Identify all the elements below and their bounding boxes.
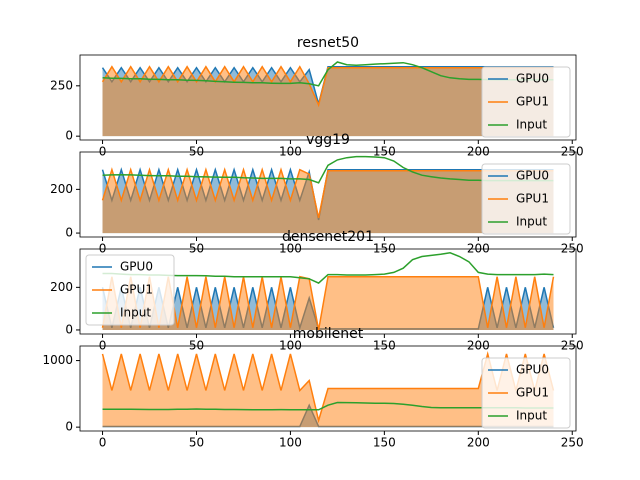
- area: [102, 66, 554, 137]
- x-tick-label: 50: [189, 242, 204, 256]
- legend-label: Input: [516, 409, 547, 423]
- subplot: vgg19 0 50 100 150 200 250 0 200 GPU0 GPU1 Input: [50, 132, 584, 256]
- legend-label: GPU0: [516, 72, 549, 86]
- series-line: [102, 252, 554, 284]
- x-tick-label: 250: [561, 242, 584, 256]
- x-tick-label: 50: [189, 436, 204, 450]
- legend-label: Input: [120, 306, 151, 320]
- x-tick-label: 50: [189, 339, 204, 353]
- series-line: [101, 275, 555, 331]
- y-tick-label: 200: [50, 182, 73, 196]
- series-line: [101, 65, 554, 107]
- series-line: [102, 155, 554, 184]
- series-line: [102, 401, 554, 411]
- x-tick-label: 150: [373, 145, 396, 159]
- x-tick-label: 200: [467, 145, 490, 159]
- subplot: resnet50 0 50 100 150 200 250 0 250 GPU0 GPU1 Input: [50, 35, 584, 159]
- legend-box: [481, 163, 571, 235]
- x-tick-label: 150: [373, 339, 396, 353]
- x-tick-label: 0: [99, 242, 107, 256]
- area: [102, 287, 554, 330]
- x-tick-label: 200: [467, 242, 490, 256]
- x-tick-label: 150: [373, 436, 396, 450]
- x-tick-label: 250: [561, 339, 584, 353]
- subplot-title: densenet201: [282, 229, 374, 245]
- series-line: [101, 167, 554, 218]
- legend-label: GPU0: [516, 169, 549, 183]
- y-tick-label: 200: [50, 280, 73, 294]
- y-tick-label: 1000: [42, 353, 73, 367]
- x-tick-label: 250: [561, 145, 584, 159]
- y-tick-label: 250: [50, 78, 73, 92]
- y-tick-label: 0: [65, 420, 73, 434]
- legend-label: GPU0: [516, 363, 549, 377]
- axes-frame: [79, 151, 577, 238]
- area: [102, 276, 554, 330]
- legend-box: [481, 66, 571, 138]
- legend: GPU0 GPU1 Input: [481, 66, 571, 138]
- legend-label: GPU1: [516, 95, 549, 109]
- axes-frame: [79, 248, 577, 335]
- x-tick-label: 100: [279, 145, 302, 159]
- series-line: [102, 61, 554, 87]
- x-tick-label: 200: [467, 436, 490, 450]
- series-line: [101, 167, 554, 221]
- legend-label: Input: [516, 215, 547, 229]
- y-tick-label: 0: [65, 129, 73, 143]
- legend-label: GPU1: [120, 283, 153, 297]
- axes-frame: [79, 345, 577, 432]
- x-tick-label: 250: [561, 436, 584, 450]
- y-tick-label: 0: [65, 226, 73, 240]
- x-tick-label: 0: [99, 436, 107, 450]
- x-tick-label: 0: [99, 339, 107, 353]
- x-tick-label: 200: [467, 339, 490, 353]
- legend-box: [85, 254, 175, 326]
- subplot-title: vgg19: [306, 132, 350, 148]
- legend: GPU0 GPU1 Input: [481, 163, 571, 235]
- x-tick-label: 150: [373, 242, 396, 256]
- legend: GPU0 GPU1 Input: [481, 357, 571, 429]
- x-tick-label: 0: [99, 145, 107, 159]
- x-tick-label: 100: [279, 436, 302, 450]
- legend: GPU0 GPU1 Input: [85, 254, 175, 326]
- x-tick-label: 100: [279, 242, 302, 256]
- y-tick-label: 0: [65, 322, 73, 336]
- subplot-title: mobilenet: [293, 326, 364, 342]
- series-line: [101, 350, 555, 424]
- series-line: [101, 65, 554, 108]
- area: [102, 169, 554, 234]
- legend-label: GPU0: [120, 260, 153, 274]
- legend-label: Input: [516, 118, 547, 132]
- legend-label: GPU1: [516, 192, 549, 206]
- axes-frame: [79, 54, 577, 141]
- legend-label: GPU1: [516, 386, 549, 400]
- legend-box: [481, 357, 571, 429]
- subplot-title: resnet50: [297, 35, 359, 51]
- x-tick-label: 100: [279, 339, 302, 353]
- x-tick-label: 50: [189, 145, 204, 159]
- subplot: densenet201 0 50 100 150 200 250 0 200 GPU0 GPU1 In…: [50, 229, 584, 353]
